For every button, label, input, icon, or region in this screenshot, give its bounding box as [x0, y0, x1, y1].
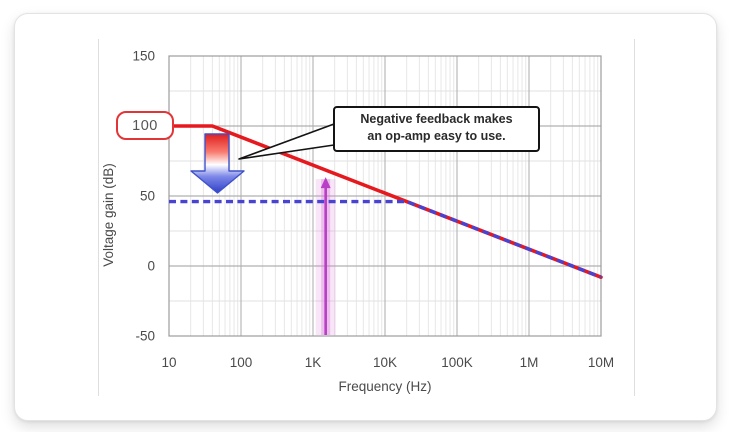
x-tick-1k: 1K: [305, 355, 322, 370]
annotation-line-2: an op-amp easy to use.: [367, 129, 506, 144]
x-tick-10k: 10K: [373, 355, 397, 370]
plot-border: [168, 55, 602, 337]
annotation-line-1: Negative feedback makes: [360, 112, 513, 126]
signal-frequency-arrowhead-icon: [320, 177, 331, 189]
y-tick-0: 0: [147, 259, 155, 274]
x-tick-10m: 10M: [588, 355, 614, 370]
bode-plot: 150 50 0 -50 10 100 1K 10K 100K 1M 10M F…: [101, 49, 614, 395]
y-axis-title: Voltage gain (dB): [101, 163, 116, 267]
y-tick-50: 50: [140, 189, 155, 204]
open-loop-gain-badge: 100: [116, 111, 174, 140]
x-tick-10: 10: [161, 355, 176, 370]
gain-reduction-arrow-icon: [190, 133, 245, 194]
feedback-annotation-callout: Negative feedback makes an op-amp easy t…: [333, 106, 540, 152]
chart-card: 150 50 0 -50 10 100 1K 10K 100K 1M 10M F…: [14, 13, 717, 421]
panel-divider-left: [98, 39, 99, 396]
closed-loop-gain-curve: [169, 199, 602, 279]
open-loop-gain-badge-label: 100: [132, 117, 158, 134]
panel-divider-right: [634, 39, 635, 396]
grid: [169, 56, 601, 336]
open-loop-gain-curve: [167, 124, 603, 280]
y-tick-150: 150: [132, 49, 155, 64]
x-tick-100k: 100K: [441, 355, 473, 370]
y-tick-neg50: -50: [135, 329, 155, 344]
x-tick-100: 100: [230, 355, 253, 370]
x-axis-title: Frequency (Hz): [338, 379, 431, 394]
x-tick-1m: 1M: [520, 355, 539, 370]
